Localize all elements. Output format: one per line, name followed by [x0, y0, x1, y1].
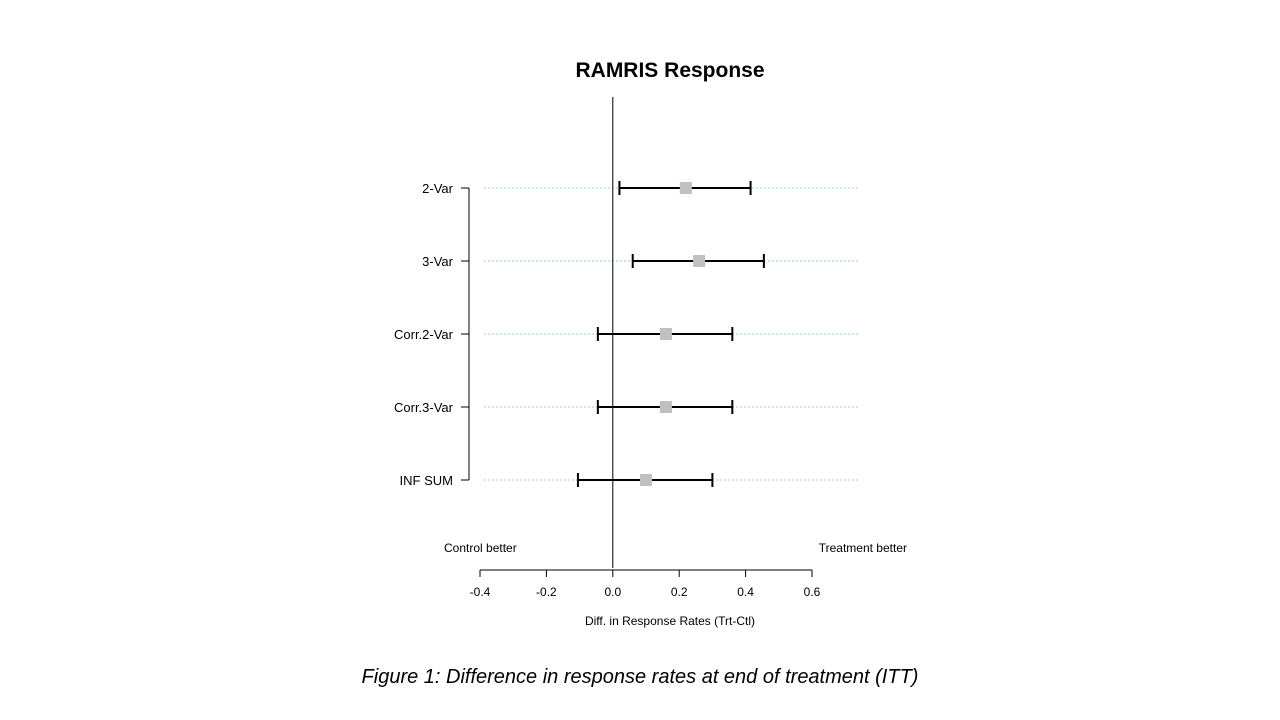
category-axis-ticks: [461, 187, 469, 481]
estimate-marker: [659, 401, 672, 413]
x-tick-labels: -0.4 -0.2 0.0 0.2 0.4 0.6: [470, 585, 821, 599]
x-tick-label: 0.2: [671, 585, 688, 599]
x-tick-label: -0.4: [470, 585, 491, 599]
estimate-marker: [659, 328, 672, 340]
estimate-marker: [693, 255, 706, 267]
estimate-marker: [640, 474, 652, 486]
category-label: 2-Var: [422, 181, 453, 196]
treatment-better-label: Treatment better: [819, 541, 907, 555]
figure-caption: Figure 1: Difference in response rates a…: [361, 666, 919, 688]
category-label: 3-Var: [422, 254, 453, 269]
x-axis-ticks: [479, 570, 813, 577]
x-tick-label: 0.0: [604, 585, 621, 599]
point-estimates: [640, 182, 706, 486]
control-better-label: Control better: [444, 541, 517, 555]
estimate-marker: [679, 182, 692, 194]
x-axis-label: Diff. in Response Rates (Trt-Ctl): [585, 614, 755, 628]
category-label: INF SUM: [400, 473, 453, 488]
category-label: Corr.3-Var: [394, 400, 454, 415]
category-label: Corr.2-Var: [394, 327, 454, 342]
x-tick-label: -0.2: [536, 585, 557, 599]
forest-plot: RAMRIS Response 2-Var 3-Var Corr.2-Var Corr…: [394, 59, 907, 628]
x-tick-label: 0.6: [804, 585, 821, 599]
chart-title: RAMRIS Response: [575, 59, 764, 82]
category-labels: 2-Var 3-Var Corr.2-Var Corr.3-Var INF SUM: [394, 181, 454, 488]
x-tick-label: 0.4: [737, 585, 754, 599]
